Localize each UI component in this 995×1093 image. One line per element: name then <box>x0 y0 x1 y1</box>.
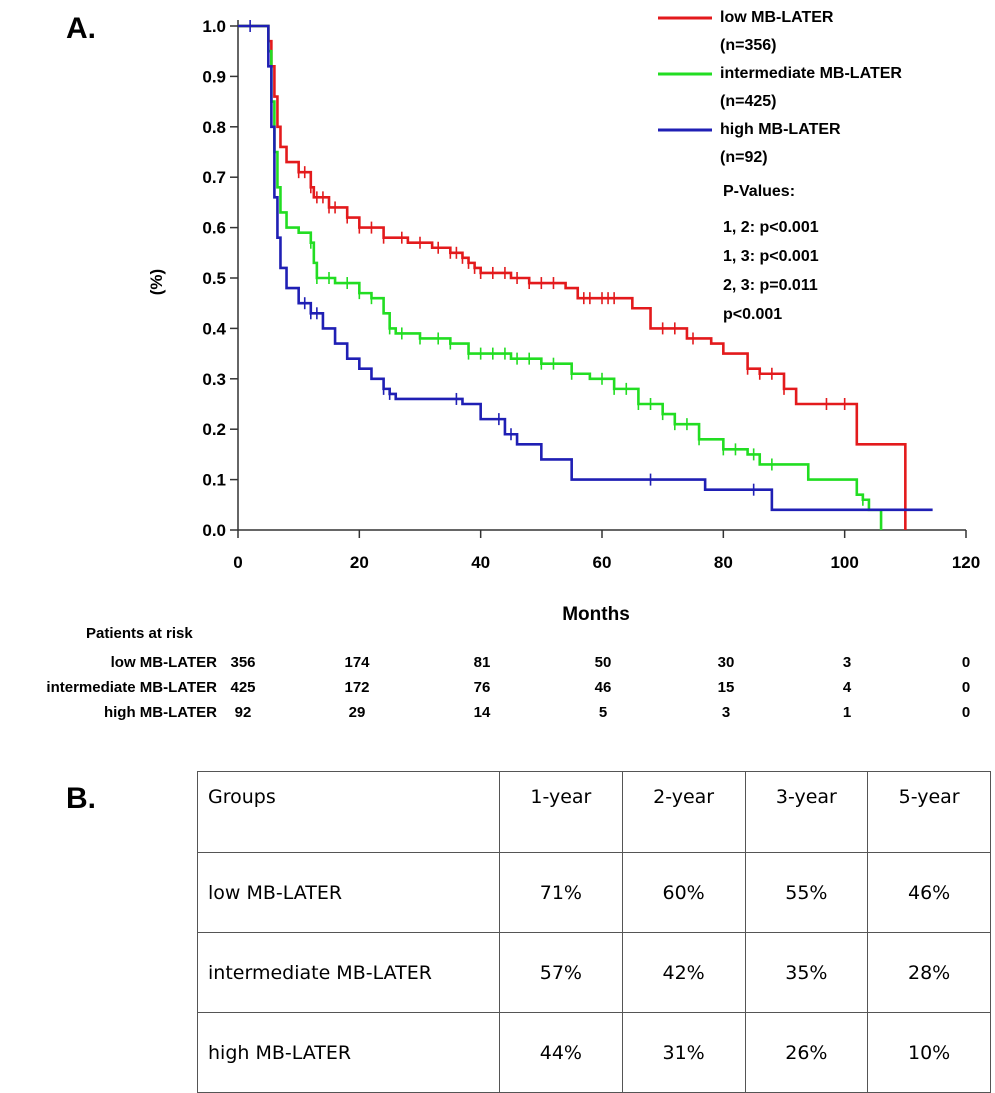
x-tick-label: 0 <box>233 553 242 572</box>
risk-row: low MB-LATER 356 174 81 50 30 3 0 <box>0 654 995 676</box>
x-tick-label: 20 <box>350 553 369 572</box>
risk-value: 0 <box>961 654 971 671</box>
km-curve-3 <box>238 24 933 512</box>
risk-value: 50 <box>594 654 612 671</box>
table-value-cell: 42% <box>621 932 746 1013</box>
y-tick-label: 0.2 <box>202 420 226 439</box>
x-tick-label: 40 <box>471 553 490 572</box>
table-header-cell: 5-year <box>867 771 991 853</box>
legend-label-2: intermediate MB-LATER <box>720 65 902 82</box>
table-value-cell: 60% <box>621 852 746 933</box>
x-tick-label: 60 <box>593 553 612 572</box>
y-tick-label: 0.1 <box>202 471 226 490</box>
legend-n-1: (n=356) <box>720 37 776 54</box>
risk-value: 5 <box>598 704 608 721</box>
legend-label-3: high MB-LATER <box>720 121 841 138</box>
risk-table-title: Patients at risk <box>86 625 193 642</box>
table-group-cell: intermediate MB-LATER <box>197 932 500 1013</box>
panel-a-label: A. <box>66 12 96 45</box>
table-row: high MB-LATER 44% 31% 26% 10% <box>197 1012 991 1093</box>
table-value-cell: 57% <box>499 932 623 1013</box>
y-tick-label: 0.8 <box>202 118 226 137</box>
risk-row-label: low MB-LATER <box>110 654 217 671</box>
table-header-cell: 3-year <box>744 771 869 853</box>
risk-value: 15 <box>717 679 735 696</box>
risk-row: high MB-LATER 92 29 14 5 3 1 0 <box>0 704 995 726</box>
y-tick-label: 0.4 <box>202 319 226 338</box>
chart-curves <box>238 20 933 530</box>
table-value-cell: 35% <box>744 932 869 1013</box>
x-axis-label: Months <box>562 604 630 625</box>
y-tick-label: 1.0 <box>202 17 226 36</box>
risk-value: 0 <box>961 679 971 696</box>
table-group-cell: low MB-LATER <box>197 852 500 933</box>
y-tick-label: 0.0 <box>202 521 226 540</box>
legend-n-3: (n=92) <box>720 149 768 166</box>
panel-b-label: B. <box>66 782 96 815</box>
y-axis-label: (%) <box>147 269 166 295</box>
y-tick-label: 0.3 <box>202 370 226 389</box>
table-header-cell: 1-year <box>499 771 623 853</box>
risk-value: 92 <box>234 704 252 721</box>
risk-row-label: high MB-LATER <box>103 704 217 721</box>
table-row: intermediate MB-LATER 57% 42% 35% 28% <box>197 932 991 1013</box>
p-values-block: P-Values: 1, 2: p<0.001 1, 3: p<0.001 2, 3:… <box>723 183 819 323</box>
table-value-cell: 55% <box>744 852 869 933</box>
x-tick-label: 100 <box>830 553 858 572</box>
table-value-cell: 46% <box>867 852 991 933</box>
table-group-cell: high MB-LATER <box>197 1012 500 1093</box>
table-value-cell: 44% <box>499 1012 623 1093</box>
km-chart: 0.0 0.1 0.2 0.3 0.4 0.5 0.6 0.7 0.8 0.9 1.0 0 20 40 60… <box>147 9 980 625</box>
table-header-cell: Groups <box>197 771 500 853</box>
risk-value: 1 <box>842 704 852 721</box>
y-tick-label: 0.7 <box>202 168 226 187</box>
y-tick-label: 0.9 <box>202 67 226 86</box>
x-tick-label: 80 <box>714 553 733 572</box>
legend-label-1: low MB-LATER <box>720 9 834 26</box>
chart-legend: low MB-LATER (n=356) intermediate MB-LATER… <box>658 9 902 166</box>
p-value-line: 2, 3: p=0.011 <box>723 277 818 294</box>
risk-value: 14 <box>473 704 491 721</box>
y-tick-label: 0.5 <box>202 269 226 288</box>
table-value-cell: 31% <box>621 1012 746 1093</box>
risk-value: 4 <box>842 679 852 696</box>
risk-row-label: intermediate MB-LATER <box>46 679 217 696</box>
table-value-cell: 10% <box>867 1012 991 1093</box>
table-header-cell: 2-year <box>621 771 746 853</box>
x-tick-label: 120 <box>952 553 980 572</box>
p-values-title: P-Values: <box>723 183 795 200</box>
risk-value: 356 <box>230 654 256 671</box>
risk-value: 3 <box>721 704 731 721</box>
table-value-cell: 28% <box>867 932 991 1013</box>
risk-value: 0 <box>961 704 971 721</box>
risk-row: intermediate MB-LATER 425 172 76 46 15 4 0 <box>0 679 995 701</box>
risk-value: 30 <box>717 654 735 671</box>
table-row: low MB-LATER 71% 60% 55% 46% <box>197 852 991 933</box>
survival-table: Groups 1-year 2-year 3-year 5-year low MB-LAT… <box>197 771 991 1093</box>
p-value-line: p<0.001 <box>723 306 782 323</box>
risk-value: 3 <box>842 654 852 671</box>
table-header-row: Groups 1-year 2-year 3-year 5-year <box>197 771 991 853</box>
legend-n-2: (n=425) <box>720 93 776 110</box>
p-value-line: 1, 2: p<0.001 <box>723 219 819 236</box>
risk-value: 29 <box>348 704 366 721</box>
table-value-cell: 26% <box>744 1012 869 1093</box>
table-value-cell: 71% <box>499 852 623 933</box>
risk-value: 174 <box>344 654 370 671</box>
risk-value: 425 <box>230 679 256 696</box>
risk-value: 46 <box>594 679 612 696</box>
y-tick-label: 0.6 <box>202 219 226 238</box>
risk-value: 81 <box>473 654 491 671</box>
risk-value: 172 <box>344 679 370 696</box>
p-value-line: 1, 3: p<0.001 <box>723 248 819 265</box>
chart-axes: 0.0 0.1 0.2 0.3 0.4 0.5 0.6 0.7 0.8 0.9 1.0 0 20 40 60… <box>147 17 980 625</box>
risk-table: Patients at risk low MB-LATER 356 174 81 50 3… <box>0 620 995 730</box>
risk-value: 76 <box>473 679 491 696</box>
